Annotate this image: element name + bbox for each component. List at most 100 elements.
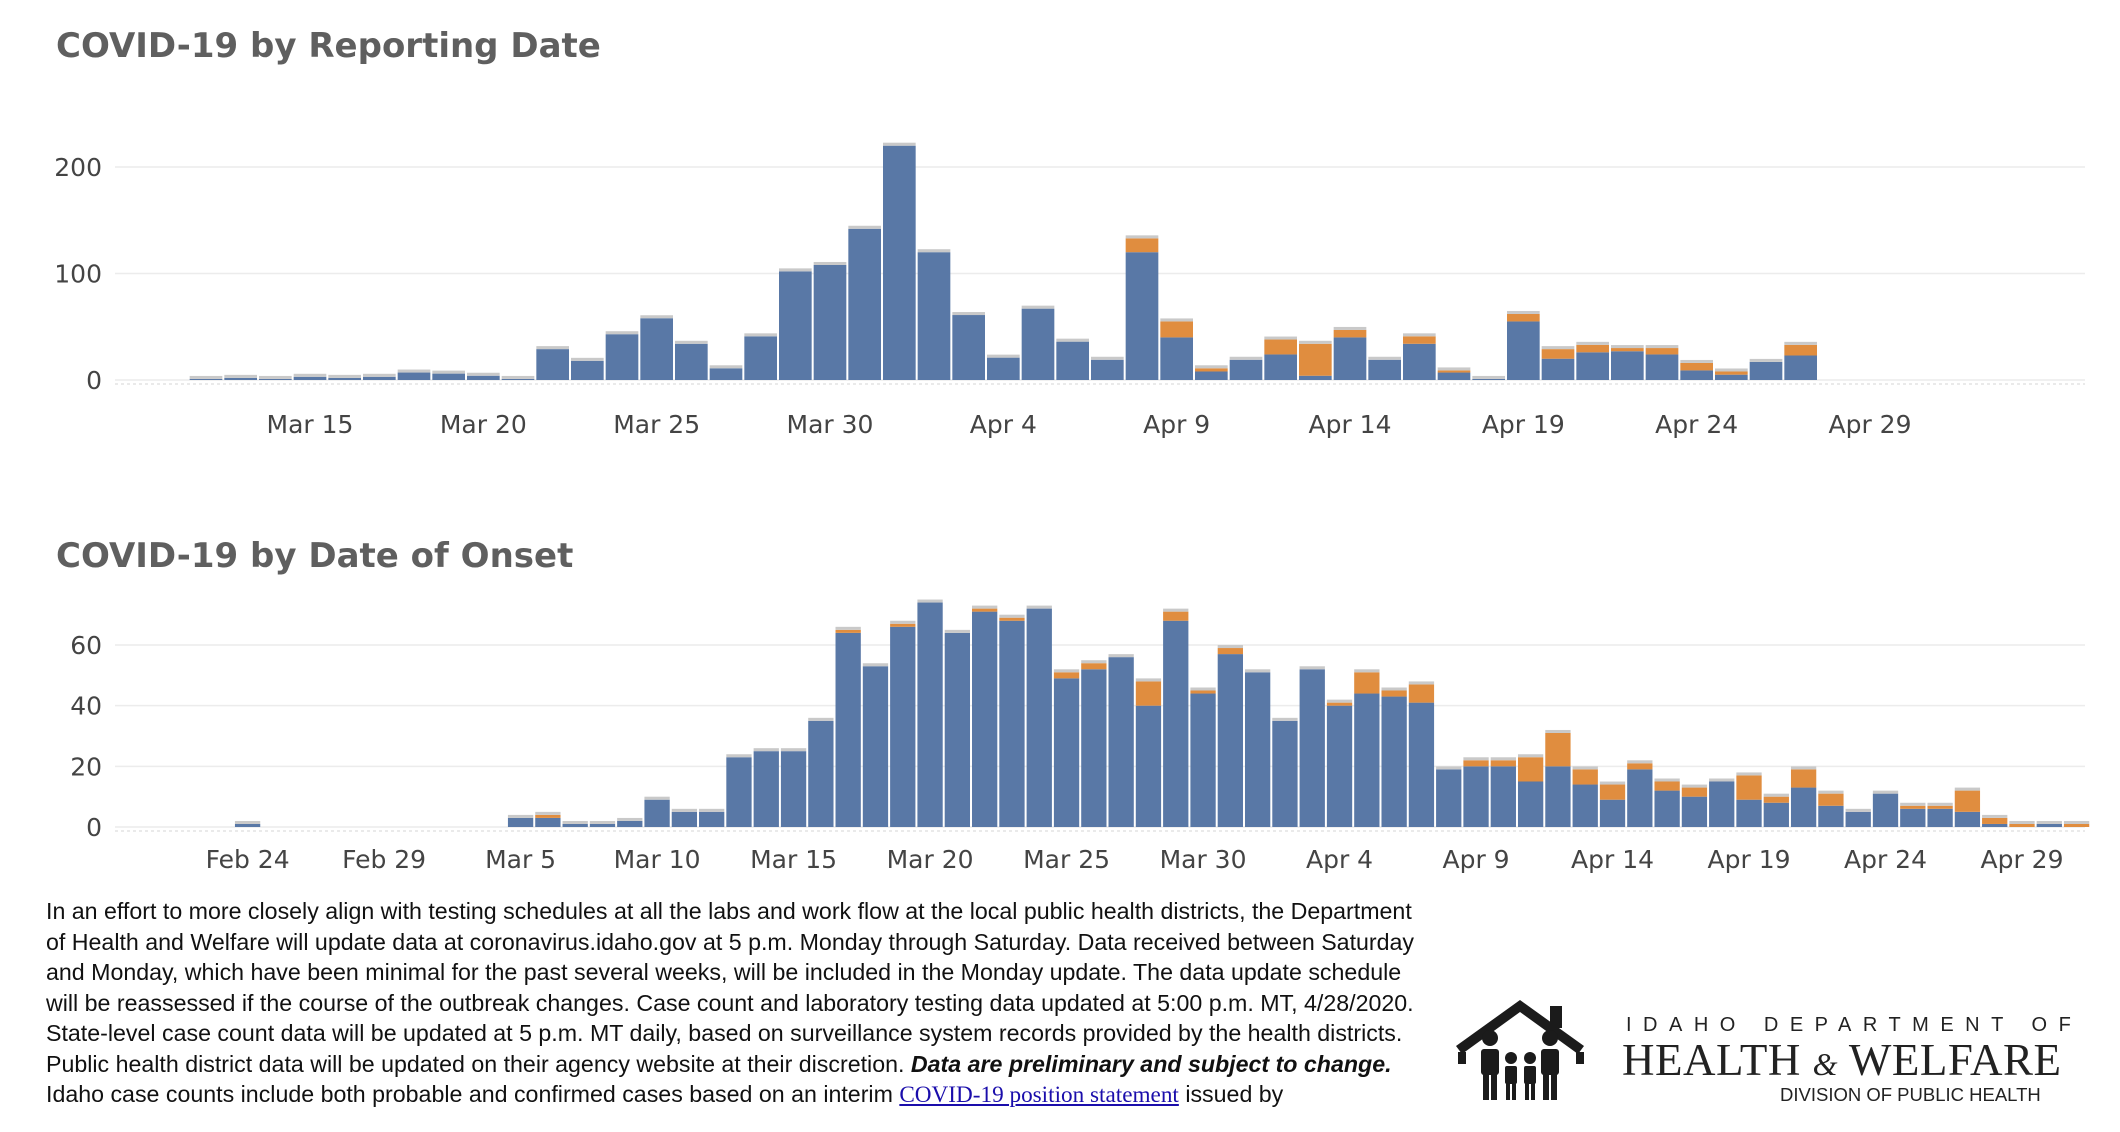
house-family-icon: [1456, 1000, 1584, 1100]
bar-cap: [571, 357, 604, 361]
bar-confirmed: [507, 817, 534, 827]
bar-probable: [1437, 370, 1471, 373]
bar-probable: [1541, 349, 1575, 359]
bar-cap: [1749, 358, 1783, 362]
bar-probable: [1645, 348, 1679, 355]
bar-cap: [1709, 778, 1735, 782]
bar-cap: [1784, 341, 1817, 345]
bar-probable: [1576, 344, 1609, 353]
bar-probable: [1611, 348, 1644, 352]
x-tick-label: Apr 9: [1143, 410, 1210, 439]
bar-cap: [744, 333, 777, 337]
bar-confirmed: [1091, 359, 1124, 380]
position-statement-link[interactable]: COVID-19 position statement: [899, 1082, 1179, 1108]
x-tick-label: Apr 4: [1306, 845, 1373, 874]
bar-confirmed: [1135, 705, 1162, 827]
bar-cap: [699, 808, 725, 812]
chart-title-onset-date: COVID-19 by Date of Onset: [56, 536, 574, 576]
bar-cap: [432, 370, 465, 374]
bar-confirmed: [224, 377, 257, 380]
bar-confirmed: [644, 799, 670, 827]
note-case-definition: Idaho case counts include both probable …: [46, 1081, 893, 1107]
bar-confirmed: [1056, 341, 1089, 380]
bar-confirmed: [709, 368, 743, 380]
y-tick-label: 60: [70, 631, 102, 660]
bar-probable: [1784, 344, 1817, 356]
bar-confirmed: [1326, 705, 1353, 827]
bar-confirmed: [1611, 351, 1644, 380]
bar-cap: [536, 346, 569, 350]
x-tick-label: Apr 9: [1442, 845, 1509, 874]
bar-cap: [1845, 808, 1871, 812]
bar-cap: [259, 375, 292, 379]
bar-cap: [1954, 787, 1981, 791]
bar-cap: [293, 373, 327, 377]
x-tick-label: Mar 5: [485, 845, 556, 874]
bar-confirmed: [1763, 802, 1789, 827]
bar-probable: [1326, 702, 1353, 706]
bar-probable: [1135, 681, 1162, 706]
bar-confirmed: [1872, 793, 1899, 827]
bar-confirmed: [1272, 720, 1298, 827]
bar-cap: [1437, 367, 1471, 371]
bar-confirmed: [1709, 781, 1735, 827]
bar-cap: [640, 315, 673, 319]
x-tick-label: Mar 25: [613, 410, 700, 439]
y-tick-label: 100: [54, 260, 102, 289]
bar-confirmed: [813, 264, 847, 380]
bar-confirmed: [1545, 766, 1571, 827]
bar-cap: [917, 249, 951, 253]
bar-probable: [1654, 781, 1680, 791]
bar-cap: [1229, 356, 1263, 360]
bar-cap: [1091, 356, 1124, 360]
bar-confirmed: [1403, 343, 1436, 380]
bar-confirmed: [1244, 672, 1271, 827]
bar-cap: [363, 373, 396, 377]
bar-probable: [1403, 336, 1436, 344]
bar-cap: [1056, 338, 1089, 342]
bar-cap: [507, 814, 534, 818]
bar-cap: [1026, 605, 1052, 609]
bar-confirmed: [972, 611, 998, 827]
bar-cap: [234, 820, 261, 824]
bar-cap: [1611, 345, 1644, 349]
bar-confirmed: [1264, 354, 1297, 380]
bar-cap: [1507, 310, 1540, 314]
bar-cap: [1599, 781, 1626, 785]
bar-confirmed: [1472, 378, 1505, 380]
bar-cap: [1135, 678, 1162, 682]
bar-confirmed: [1749, 361, 1783, 380]
bar-confirmed: [883, 145, 916, 380]
bar-cap: [1627, 760, 1653, 764]
bar-confirmed: [605, 334, 639, 380]
bar-confirmed: [1900, 808, 1926, 827]
bar-cap: [224, 374, 257, 378]
bar-cap: [1472, 375, 1505, 379]
bar-confirmed: [501, 378, 535, 380]
bar-cap: [1982, 814, 2008, 818]
chart-title-reporting-date: COVID-19 by Reporting Date: [56, 26, 601, 66]
bar-confirmed: [1790, 787, 1817, 827]
bar-confirmed: [1490, 766, 1516, 827]
bar-probable: [1299, 343, 1332, 376]
bar-confirmed: [1333, 337, 1367, 380]
bar-cap: [189, 375, 223, 379]
bar-confirmed: [835, 632, 861, 827]
bar-probable: [2009, 823, 2035, 827]
bar-confirmed: [917, 252, 951, 380]
bar-probable: [1517, 757, 1544, 782]
bar-confirmed: [999, 620, 1025, 827]
bar-probable: [2063, 823, 2090, 827]
x-tick-label: Mar 20: [440, 410, 527, 439]
bar-cap: [644, 796, 670, 800]
bar-cap: [726, 754, 752, 758]
bar-cap: [1572, 766, 1598, 770]
bar-confirmed: [675, 343, 708, 380]
bar-cap: [1163, 608, 1189, 612]
bar-confirmed: [1021, 308, 1055, 380]
bar-confirmed: [1645, 354, 1679, 380]
x-tick-label: Mar 20: [887, 845, 974, 874]
bar-probable: [1818, 793, 1844, 806]
bar-confirmed: [1437, 372, 1471, 380]
bar-confirmed: [890, 626, 916, 827]
